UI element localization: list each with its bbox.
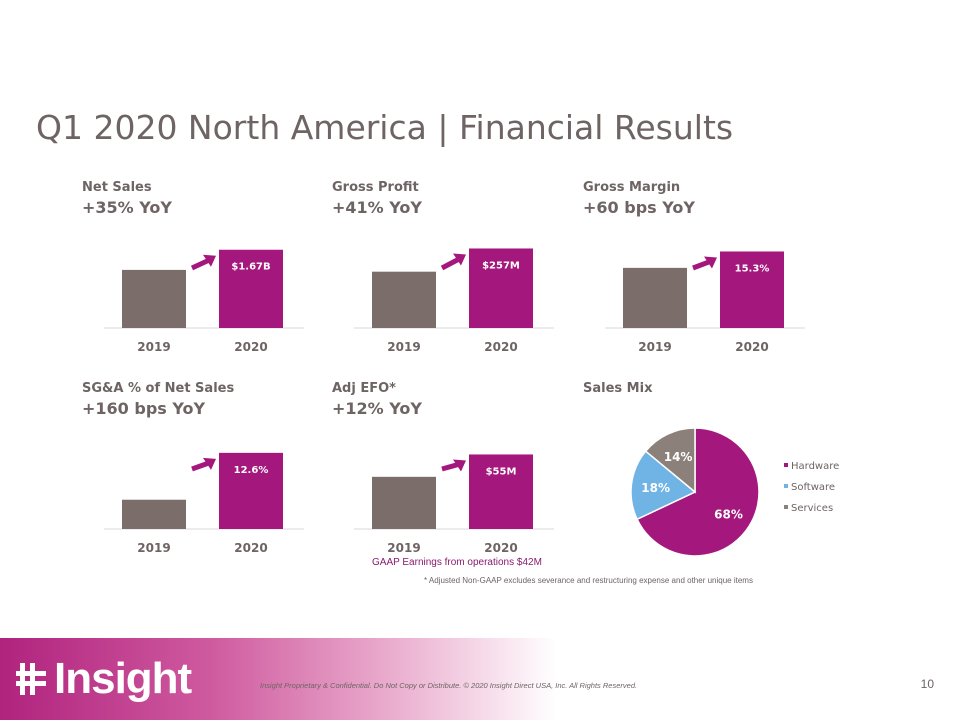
sga-tick-label: 2019 (137, 541, 170, 555)
legend-swatch (784, 484, 788, 488)
gross-profit-chart: 2019 2020 $257M (354, 248, 554, 354)
sga-tick-label: 2020 (234, 541, 267, 555)
adj-efo-bar-2020 (469, 454, 533, 529)
gross-margin-title: Gross Margin (583, 180, 681, 195)
gross-margin-arrow-head (704, 256, 717, 269)
sga-yoy: +160 bps YoY (82, 399, 206, 418)
net-sales-panel: Net Sales +35% YoY 2019 2020 $1.67B (82, 180, 312, 370)
adj-efo-arrow-head (453, 459, 466, 472)
gross-profit-bar-2020 (469, 248, 533, 328)
legend-entry: Services (791, 503, 833, 514)
gross-margin-panel: Gross Margin +60 bps YoY 2019 2020 15.3% (583, 180, 813, 370)
gross-margin-tick-label: 2020 (735, 340, 768, 354)
net-sales-yoy: +35% YoY (82, 198, 172, 217)
gross-profit-bar-2019 (372, 271, 436, 328)
adj-efo-tick-label: 2020 (484, 541, 517, 555)
net-sales-data-label: $1.67B (231, 262, 270, 273)
gross-profit-title: Gross Profit (332, 180, 419, 195)
gross-profit-arrow-head (453, 253, 466, 266)
legend-entry: Hardware (791, 461, 839, 472)
net-sales-tick-label: 2020 (234, 340, 267, 354)
gross-margin-data-label: 15.3% (735, 263, 770, 274)
adj-efo-yoy: +12% YoY (332, 399, 422, 418)
adj-efo-panel: Adj EFO* +12% YoY 2019 2020 $55M (332, 381, 562, 571)
insight-logo-text: Insight (54, 654, 192, 703)
page-title: Q1 2020 North America | Financial Result… (36, 108, 734, 147)
gross-profit-yoy: +41% YoY (332, 198, 422, 217)
legend-swatch (784, 463, 788, 467)
gross-margin-bar-2020 (720, 251, 784, 328)
sga-chart: 2019 2020 12.6% (104, 452, 304, 555)
footer-band (0, 638, 960, 720)
insight-logo-mark-icon (16, 659, 50, 699)
net-sales-bar-2019 (122, 269, 186, 328)
insight-logo: Insight (16, 654, 192, 704)
adjusted-note: * Adjusted Non-GAAP excludes severance a… (424, 576, 753, 585)
legend-swatch (784, 505, 788, 509)
gross-profit-tick-label: 2019 (387, 340, 420, 354)
sales-mix-panel: Sales Mix 68% 18% 14% Hardware Software Servi… (583, 381, 843, 571)
adj-efo-data-label: $55M (486, 466, 517, 477)
sga-arrow-head (203, 457, 216, 470)
legend-entry: Software (791, 482, 835, 493)
gross-margin-bar-2019 (623, 267, 687, 328)
adj-efo-bar-2019 (372, 476, 436, 529)
gross-profit-tick-label: 2020 (484, 340, 517, 354)
sga-data-label: 12.6% (234, 465, 269, 476)
net-sales-bar-2020 (219, 249, 283, 328)
gross-profit-panel: Gross Profit +41% YoY 2019 2020 $257M (332, 180, 562, 370)
pie-data-label: 68% (714, 507, 743, 521)
pie-data-label: 18% (641, 481, 670, 495)
sga-bar-2020 (219, 452, 283, 529)
net-sales-arrow-head (203, 254, 216, 267)
pie-slice-software (630, 450, 697, 521)
net-sales-title: Net Sales (82, 180, 152, 195)
gross-profit-data-label: $257M (482, 260, 520, 271)
pie-data-label: 14% (664, 450, 693, 464)
adj-efo-chart: 2019 2020 $55M (354, 454, 554, 555)
sga-panel: SG&A % of Net Sales +160 bps YoY 2019 202… (82, 381, 312, 571)
gross-margin-tick-label: 2019 (638, 340, 671, 354)
adj-efo-title: Adj EFO* (332, 381, 396, 396)
legal-notice: Insight Proprietary & Confidential. Do N… (260, 681, 638, 690)
pie-slice-hardware (636, 427, 760, 557)
sga-bar-2019 (122, 499, 186, 529)
gross-margin-yoy: +60 bps YoY (583, 198, 695, 217)
net-sales-chart: 2019 2020 $1.67B (104, 249, 304, 354)
sales-mix-title: Sales Mix (583, 381, 653, 396)
pie-slice-services (644, 427, 696, 494)
adj-efo-tick-label: 2019 (387, 541, 420, 555)
gross-margin-chart: 2019 2020 15.3% (605, 251, 805, 354)
gaap-note: GAAP Earnings from operations $42M (372, 557, 542, 568)
sga-title: SG&A % of Net Sales (82, 381, 235, 396)
sales-mix-chart: 68% 18% 14% Hardware Software Services (630, 427, 839, 557)
page-number: 10 (920, 677, 934, 691)
net-sales-tick-label: 2019 (137, 340, 170, 354)
